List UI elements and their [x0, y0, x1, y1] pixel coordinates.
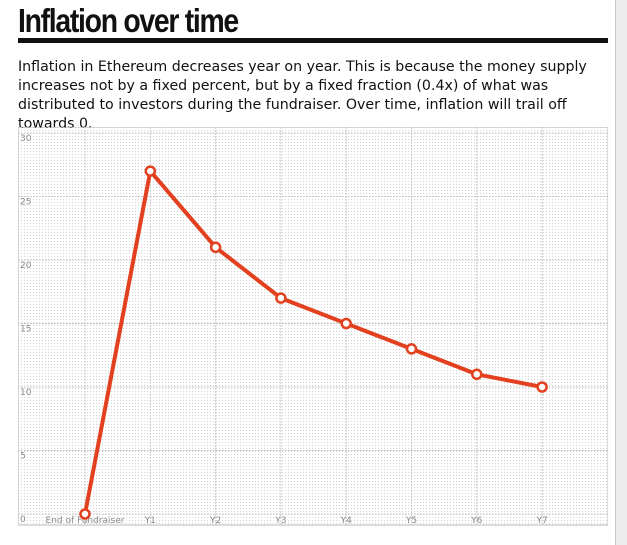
series-line	[83, 169, 545, 516]
y-tick-label: 25	[20, 198, 31, 208]
y-tick-label: 10	[20, 388, 32, 398]
x-tick-label: Y4	[340, 516, 352, 526]
inflation-line-chart: 0 5 10 15 20 25 30 End of Fundraiser Y1 Y2 Y3 Y4 Y5…	[18, 127, 608, 526]
data-point	[471, 368, 483, 381]
grid-lines	[18, 127, 608, 525]
data-point	[405, 343, 418, 355]
plot-area	[18, 127, 608, 526]
page-title: Inflation over time	[18, 2, 239, 39]
y-tick-label: 5	[20, 452, 26, 462]
y-tick-label: 0	[20, 515, 26, 525]
y-tick-label: 30	[20, 134, 32, 144]
x-axis-ticks: End of Fundraiser Y1 Y2 Y3 Y4 Y5 Y6 Y7	[46, 516, 548, 526]
title-rule	[18, 38, 608, 43]
x-tick-label: Y2	[209, 516, 221, 526]
x-tick-label: Y3	[274, 516, 286, 526]
data-point	[209, 241, 222, 254]
y-tick-label: 15	[20, 325, 31, 335]
x-tick-label: End of Fundraiser	[46, 516, 125, 526]
page-edge	[615, 0, 627, 545]
x-tick-label: Y1	[144, 516, 156, 526]
x-tick-label: Y6	[470, 516, 482, 526]
y-tick-label: 20	[20, 261, 32, 271]
chart-description: Inflation in Ethereum decreases year on …	[18, 59, 587, 132]
data-point	[340, 317, 352, 330]
x-tick-label: Y5	[405, 516, 417, 526]
data-point	[536, 381, 548, 393]
y-axis-ticks: 0 5 10 15 20 25 30	[20, 134, 32, 525]
x-tick-label: Y7	[535, 516, 547, 526]
data-point	[275, 292, 287, 304]
data-point	[79, 508, 91, 520]
data-point	[144, 165, 157, 177]
inflation-series	[79, 165, 548, 520]
